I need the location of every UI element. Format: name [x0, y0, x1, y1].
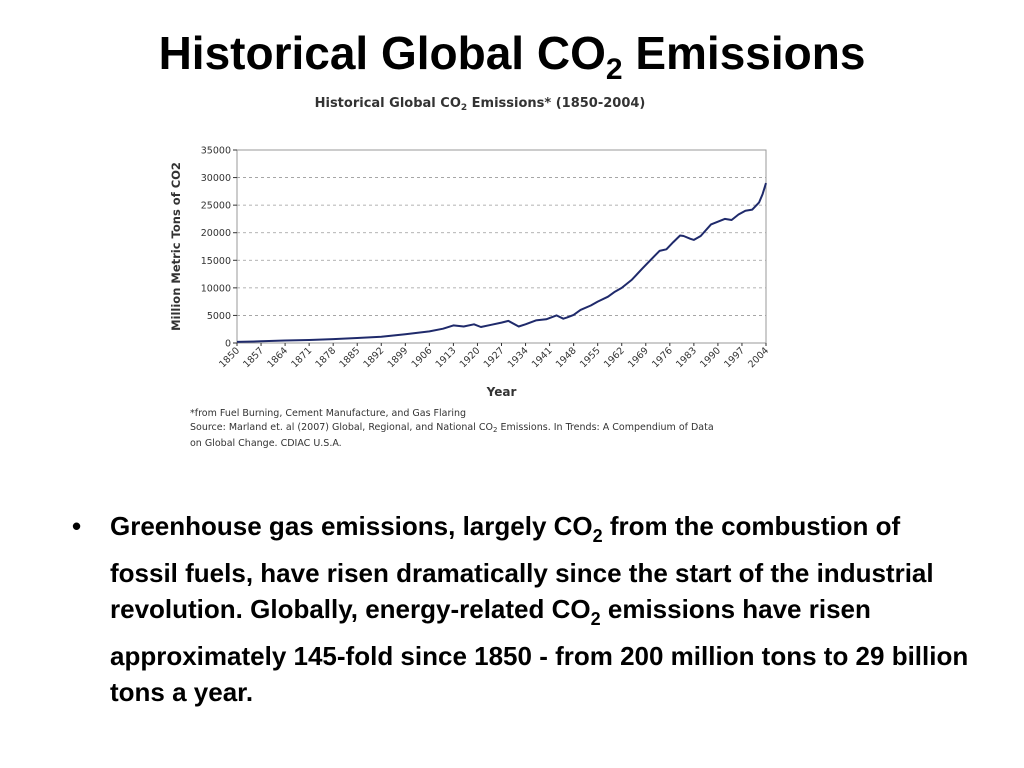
slide-title: Historical Global CO2 Emissions: [158, 27, 866, 86]
x-tick-label: 1962: [602, 345, 627, 370]
title-subscript: 2: [605, 53, 623, 86]
x-tick-label: 2004: [746, 345, 770, 370]
chart-notes: *from Fuel Burning, Cement Manufacture, …: [190, 407, 780, 451]
y-tick-label: 5000: [207, 311, 231, 322]
plot-area: [236, 149, 767, 344]
x-tick-label: 1934: [506, 345, 531, 370]
x-axis-title: Year: [486, 385, 517, 399]
y-tick-label: 30000: [201, 173, 231, 184]
bullet-marker: •: [72, 511, 82, 541]
x-tick-label: 1941: [530, 345, 555, 370]
x-tick-label: 1913: [434, 345, 459, 370]
x-tick-label: 1864: [265, 345, 290, 370]
chart-figure: Historical Global CO2 Emissions* (1850-2…: [160, 92, 770, 482]
x-tick-label: 1955: [578, 345, 603, 370]
x-tick-label: 1892: [362, 345, 387, 370]
x-tick-label: 1850: [217, 345, 242, 370]
x-tick-label: 1983: [674, 345, 699, 370]
x-tick-label: 1990: [698, 345, 723, 370]
x-tick-label: 1927: [482, 345, 507, 370]
y-tick-label: 25000: [201, 201, 231, 212]
y-tick-label: 35000: [201, 146, 231, 157]
series-line: [236, 182, 767, 343]
x-tick-label: 1969: [626, 345, 651, 370]
y-tick-label: 15000: [201, 256, 231, 267]
bullet-item: • Greenhouse gas emissions, largely CO2 f…: [72, 508, 972, 711]
y-axis-title: Million Metric Tons of CO2: [169, 162, 183, 331]
chart-footnote: *from Fuel Burning, Cement Manufacture, …: [190, 408, 467, 419]
x-tick-label: 1885: [337, 345, 362, 370]
chart-source-line2: on Global Change. CDIAC U.S.A.: [190, 438, 342, 449]
x-tick-label: 1878: [313, 345, 338, 370]
y-tick-label: 20000: [201, 228, 231, 239]
x-tick-label: 1997: [722, 345, 747, 370]
x-tick-label: 1948: [554, 345, 579, 370]
y-tick-label: 0: [225, 339, 231, 350]
x-tick-label: 1871: [289, 345, 314, 370]
x-tick-label: 1899: [386, 345, 411, 370]
chart-title: Historical Global CO2 Emissions* (1850-2…: [314, 96, 646, 113]
x-tick-label: 1857: [241, 345, 266, 370]
x-tick-label: 1920: [458, 345, 483, 370]
bullet-list: • Greenhouse gas emissions, largely CO2 f…: [72, 508, 972, 711]
chart-source: Source: Marland et. al (2007) Global, Re…: [190, 422, 714, 434]
x-tick-label: 1976: [650, 345, 675, 370]
x-tick-label: 1906: [410, 345, 435, 370]
y-tick-label: 10000: [201, 283, 231, 294]
